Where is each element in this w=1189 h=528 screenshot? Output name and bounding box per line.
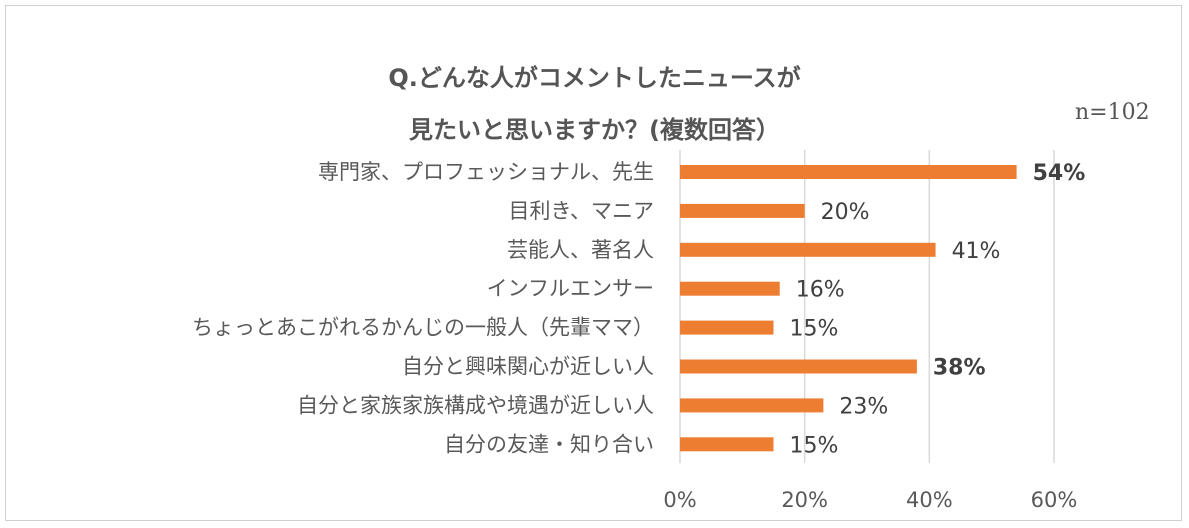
bar: [680, 203, 805, 218]
data-label: 54%: [1033, 161, 1086, 186]
x-tick-label: 60%: [1031, 488, 1078, 512]
data-label: 38%: [933, 356, 986, 381]
chart-title-line1: Q.どんな人がコメントしたニュースが: [388, 64, 801, 92]
bar: [680, 359, 917, 374]
bar: [680, 398, 824, 413]
data-label: 15%: [790, 433, 839, 458]
bar: [680, 320, 774, 335]
category-label: 目利き、マニア: [508, 199, 654, 223]
data-label: 16%: [796, 278, 845, 303]
category-label: 専門家、プロフェッショナル、先生: [318, 160, 654, 184]
bar: [680, 281, 780, 296]
sample-size-note: n=102: [1075, 100, 1150, 125]
category-label: 自分と家族家族構成や境遇が近しい人: [297, 393, 654, 417]
chart-frame: [5, 5, 1182, 521]
x-tick-label: 20%: [781, 488, 828, 512]
data-label: 15%: [790, 317, 839, 342]
bar: [680, 165, 1017, 179]
category-label: 自分の友達・知り合い: [444, 432, 654, 456]
data-label: 20%: [821, 200, 870, 225]
category-label: 自分と興味関心が近しい人: [402, 355, 654, 379]
data-label: 41%: [952, 239, 1001, 264]
x-tick-label: 0%: [663, 488, 696, 512]
data-label: 23%: [839, 394, 888, 419]
category-label: インフルエンサー: [487, 277, 654, 301]
bar: [680, 437, 774, 452]
category-label: 芸能人、著名人: [507, 238, 654, 262]
category-label: ちょっとあこがれるかんじの一般人（先輩ママ）: [192, 316, 654, 340]
chart-title-line2: 見たいと思いますか？(複数回答）: [409, 116, 780, 144]
bar: [680, 242, 936, 257]
x-tick-label: 40%: [906, 488, 953, 512]
